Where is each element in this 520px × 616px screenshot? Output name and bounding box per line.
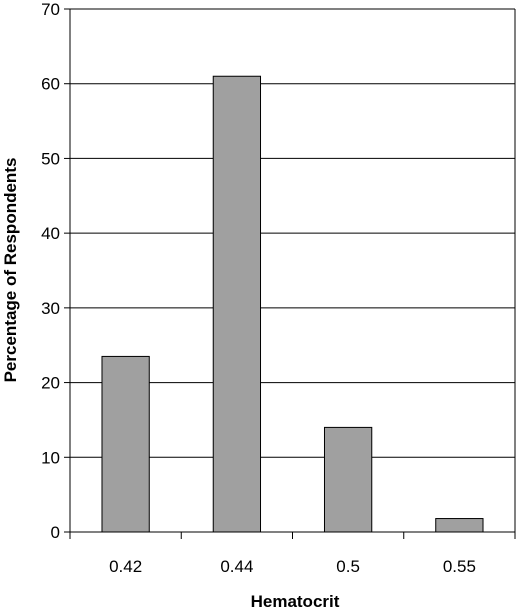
- bar-0.42: [101, 355, 150, 533]
- axes: [64, 8, 516, 539]
- y-tick-label: 40: [41, 224, 60, 243]
- y-tick-label: 50: [41, 149, 60, 168]
- bars: [101, 75, 484, 533]
- x-axis-title: Hematocrit: [251, 592, 340, 611]
- y-tick-label: 60: [41, 75, 60, 94]
- y-tick-label: 20: [41, 374, 60, 393]
- bar-0.55: [435, 518, 484, 533]
- y-axis-title: Percentage of Respondents: [1, 158, 20, 383]
- y-tick-label: 70: [41, 0, 60, 19]
- x-tick-label: 0.55: [443, 557, 476, 576]
- bar-0.5: [323, 426, 373, 533]
- x-tick-label: 0.42: [109, 557, 142, 576]
- y-tick-label: 10: [41, 448, 60, 467]
- y-tick-label: 0: [51, 523, 60, 542]
- x-tick-label: 0.5: [336, 557, 360, 576]
- x-tick-label: 0.44: [220, 557, 253, 576]
- tick-labels: 0 10 20 30 40 50 60 70 0.42 0.44 0.5 0.55: [41, 0, 476, 576]
- y-tick-label: 30: [41, 299, 60, 318]
- bar-0.44: [212, 75, 262, 533]
